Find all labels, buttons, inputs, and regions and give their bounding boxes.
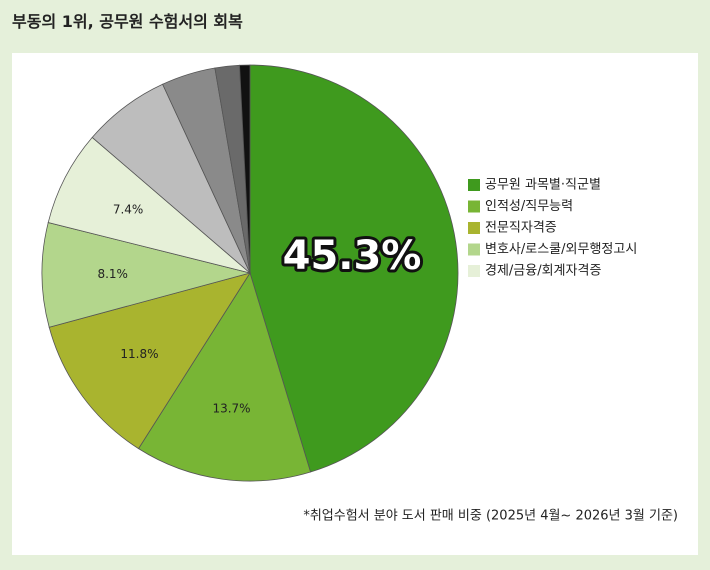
data-label: 8.1% — [97, 267, 128, 281]
title: 부동의 1위, 공무원 수험서의 회복 — [12, 12, 243, 31]
pie-slice — [239, 64, 251, 274]
legend-swatch — [468, 243, 480, 256]
pie-slice — [48, 272, 251, 450]
pie-slice — [249, 64, 459, 473]
pie-slice — [137, 272, 312, 482]
pie-slice — [47, 136, 251, 274]
pie-slice — [41, 222, 252, 328]
legend-label: 경제/금융/회계자격증 — [485, 264, 601, 279]
legend-swatch — [468, 265, 480, 277]
data-label: 45.3% — [283, 233, 422, 279]
data-label: 7.4% — [113, 202, 144, 216]
data-label: 11.8% — [120, 347, 158, 361]
legend-swatch — [468, 200, 480, 213]
note: *취업수험서 분야 도서 판매 비중 (2025년 4월~ 2026년 3월 기… — [303, 509, 678, 524]
legend-label: 전문직자격증 — [485, 221, 557, 236]
data-label: 13.7% — [212, 402, 250, 416]
legend-swatch — [468, 222, 480, 234]
legend-swatch — [468, 179, 480, 191]
legend-label: 공무원 과목별·직군별 — [485, 178, 601, 193]
legend-label: 변호사/로스쿨/외무행정고시 — [485, 241, 637, 257]
legend-label: 인적성/직무능력 — [485, 199, 573, 214]
